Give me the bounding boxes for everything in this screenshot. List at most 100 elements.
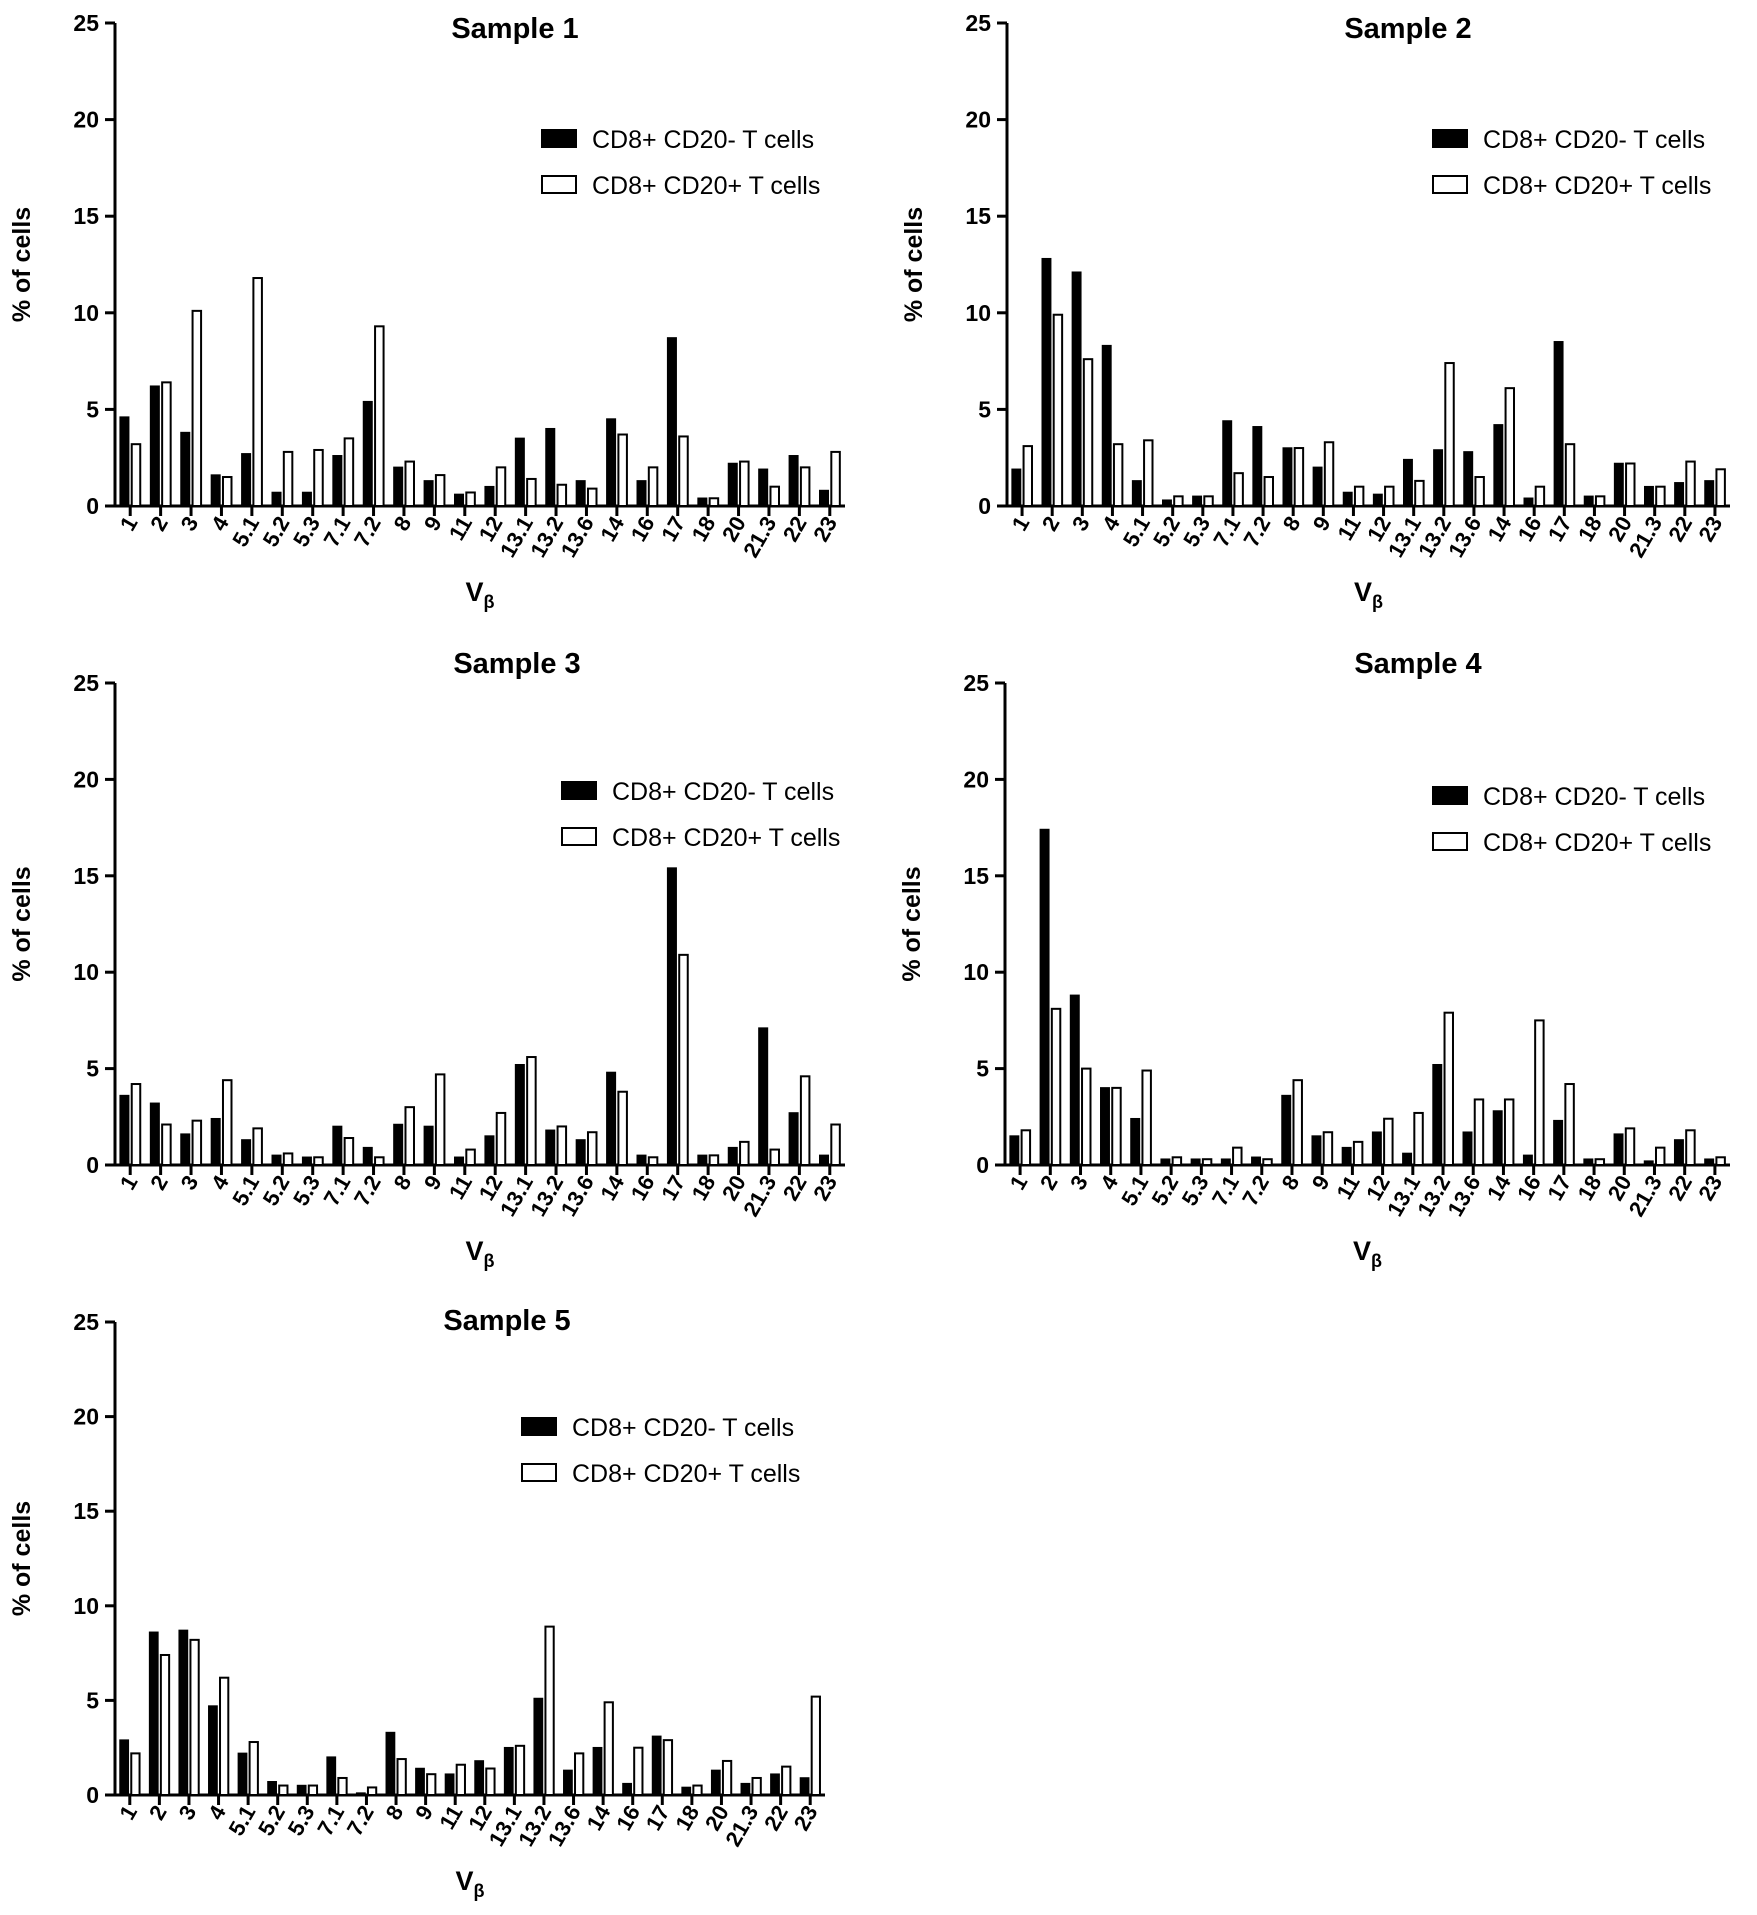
bar-cd20-neg xyxy=(385,1731,396,1796)
bar-cd20-neg xyxy=(393,1123,404,1166)
bar-cd20-neg xyxy=(636,1154,647,1166)
bar-cd20-pos xyxy=(130,1752,141,1796)
x-tick-label: 7.2 xyxy=(349,512,386,551)
bar-cd20-neg xyxy=(1251,1156,1262,1166)
bar-cd20-neg xyxy=(1252,426,1263,507)
x-tick-label: 7.1 xyxy=(1207,1171,1244,1210)
y-axis-label: % of cells xyxy=(898,866,926,981)
bar-cd20-pos xyxy=(1685,460,1696,507)
bar-cd20-pos xyxy=(1715,1156,1726,1166)
y-tick-label: 25 xyxy=(73,10,99,36)
bar-cd20-pos xyxy=(1052,313,1064,507)
y-tick-label: 15 xyxy=(73,863,99,889)
x-tick-label: 22 xyxy=(759,1801,793,1835)
bar-cd20-neg xyxy=(1704,480,1715,507)
bar-cd20-neg xyxy=(1553,1119,1564,1166)
legend-label-neg: CD8+ CD20- T cells xyxy=(1483,126,1705,154)
x-tick-label: 23 xyxy=(789,1801,823,1835)
x-tick-label: 22 xyxy=(778,512,812,546)
legend-swatch-neg xyxy=(561,781,597,800)
bar-cd20-pos xyxy=(485,1767,496,1796)
bar-cd20-neg xyxy=(758,1027,769,1166)
x-tick-label: 5.2 xyxy=(253,1801,290,1840)
bar-cd20-pos xyxy=(248,1741,259,1797)
x-tick-label: 14 xyxy=(1482,511,1516,545)
bar-cd20-pos xyxy=(1173,495,1184,507)
chart-title: Sample 5 xyxy=(443,1305,570,1337)
bar-cd20-pos xyxy=(1022,445,1034,507)
bar-cd20-pos xyxy=(374,1156,385,1166)
x-tick-label: 1 xyxy=(1005,1171,1033,1194)
legend-swatch-pos xyxy=(1432,175,1468,194)
bar-cd20-pos xyxy=(426,1773,437,1796)
bar-cd20-neg xyxy=(1372,493,1383,507)
x-tick-label: 21.3 xyxy=(720,1801,763,1851)
x-tick-label: 1 xyxy=(115,1171,143,1194)
bar-cd20-pos xyxy=(221,476,233,507)
bar-cd20-neg xyxy=(575,1139,586,1166)
bar-cd20-neg xyxy=(681,1786,692,1796)
bar-cd20-neg xyxy=(1432,1063,1443,1166)
x-tick-label: 9 xyxy=(1307,1171,1335,1194)
x-tick-label: 13.6 xyxy=(1443,512,1486,562)
bar-cd20-pos xyxy=(617,1090,628,1166)
y-tick-label: 10 xyxy=(73,959,99,985)
bar-cd20-neg xyxy=(575,480,586,507)
bar-cd20-neg xyxy=(1583,495,1594,507)
legend-label-pos: CD8+ CD20+ T cells xyxy=(1483,172,1711,200)
y-tick-label: 0 xyxy=(86,1152,99,1178)
bar-cd20-pos xyxy=(617,433,628,507)
y-tick-label: 20 xyxy=(965,107,991,133)
bar-cd20-pos xyxy=(191,309,203,508)
bar-cd20-pos xyxy=(404,1106,415,1167)
y-axis-label: % of cells xyxy=(8,866,36,981)
legend-swatch-neg xyxy=(541,129,577,148)
bar-cd20-pos xyxy=(739,1140,750,1167)
bar-cd20-pos xyxy=(544,1625,555,1797)
bar-cd20-pos xyxy=(1323,441,1335,507)
bar-cd20-neg xyxy=(651,1735,662,1796)
bar-cd20-pos xyxy=(1050,1007,1062,1166)
bar-cd20-neg xyxy=(1493,424,1504,507)
x-axis-label: Vβ xyxy=(465,1236,494,1271)
bar-cd20-pos xyxy=(633,1746,644,1796)
y-tick-label: 5 xyxy=(86,1687,99,1713)
bar-cd20-pos xyxy=(647,466,659,507)
x-tick-label: 1 xyxy=(115,512,143,535)
y-tick-label: 0 xyxy=(86,1782,99,1808)
bar-cd20-pos xyxy=(1625,462,1636,508)
bar-cd20-neg xyxy=(788,455,799,507)
legend-label-pos: CD8+ CD20+ T cells xyxy=(572,1460,800,1488)
bar-cd20-pos xyxy=(1414,479,1425,508)
legend-label-pos: CD8+ CD20+ T cells xyxy=(612,824,840,852)
x-tick-label: 16 xyxy=(626,1171,660,1205)
bar-cd20-neg xyxy=(423,480,434,507)
bar-cd20-pos xyxy=(751,1776,762,1797)
chart-title: Sample 3 xyxy=(453,648,580,680)
x-tick-label: 21.3 xyxy=(1624,1171,1667,1221)
bar-cd20-pos xyxy=(1473,1098,1485,1166)
bar-cd20-neg xyxy=(332,455,343,507)
y-tick-label: 15 xyxy=(73,203,99,229)
bar-cd20-pos xyxy=(662,1739,674,1796)
bar-cd20-neg xyxy=(1009,1135,1020,1166)
bar-cd20-neg xyxy=(819,489,830,507)
x-tick-label: 5.3 xyxy=(283,1801,320,1840)
bar-cd20-neg xyxy=(1673,1139,1684,1166)
x-tick-label: 5.3 xyxy=(288,1171,325,1210)
bar-cd20-pos xyxy=(396,1758,407,1797)
bar-cd20-neg xyxy=(241,453,252,507)
bar-cd20-pos xyxy=(586,487,598,507)
x-tick-label: 2 xyxy=(1035,1171,1063,1194)
bar-cd20-pos xyxy=(495,466,507,507)
bar-cd20-neg xyxy=(454,1156,465,1166)
x-tick-label: 5.3 xyxy=(1178,512,1215,551)
y-tick-label: 0 xyxy=(86,493,99,519)
bar-cd20-neg xyxy=(267,1781,277,1796)
bar-cd20-pos xyxy=(526,1056,537,1166)
bar-cd20-neg xyxy=(636,480,647,507)
bar-cd20-pos xyxy=(1564,1083,1575,1167)
bar-cd20-neg xyxy=(740,1782,751,1796)
x-tick-label: 17 xyxy=(641,1801,675,1835)
